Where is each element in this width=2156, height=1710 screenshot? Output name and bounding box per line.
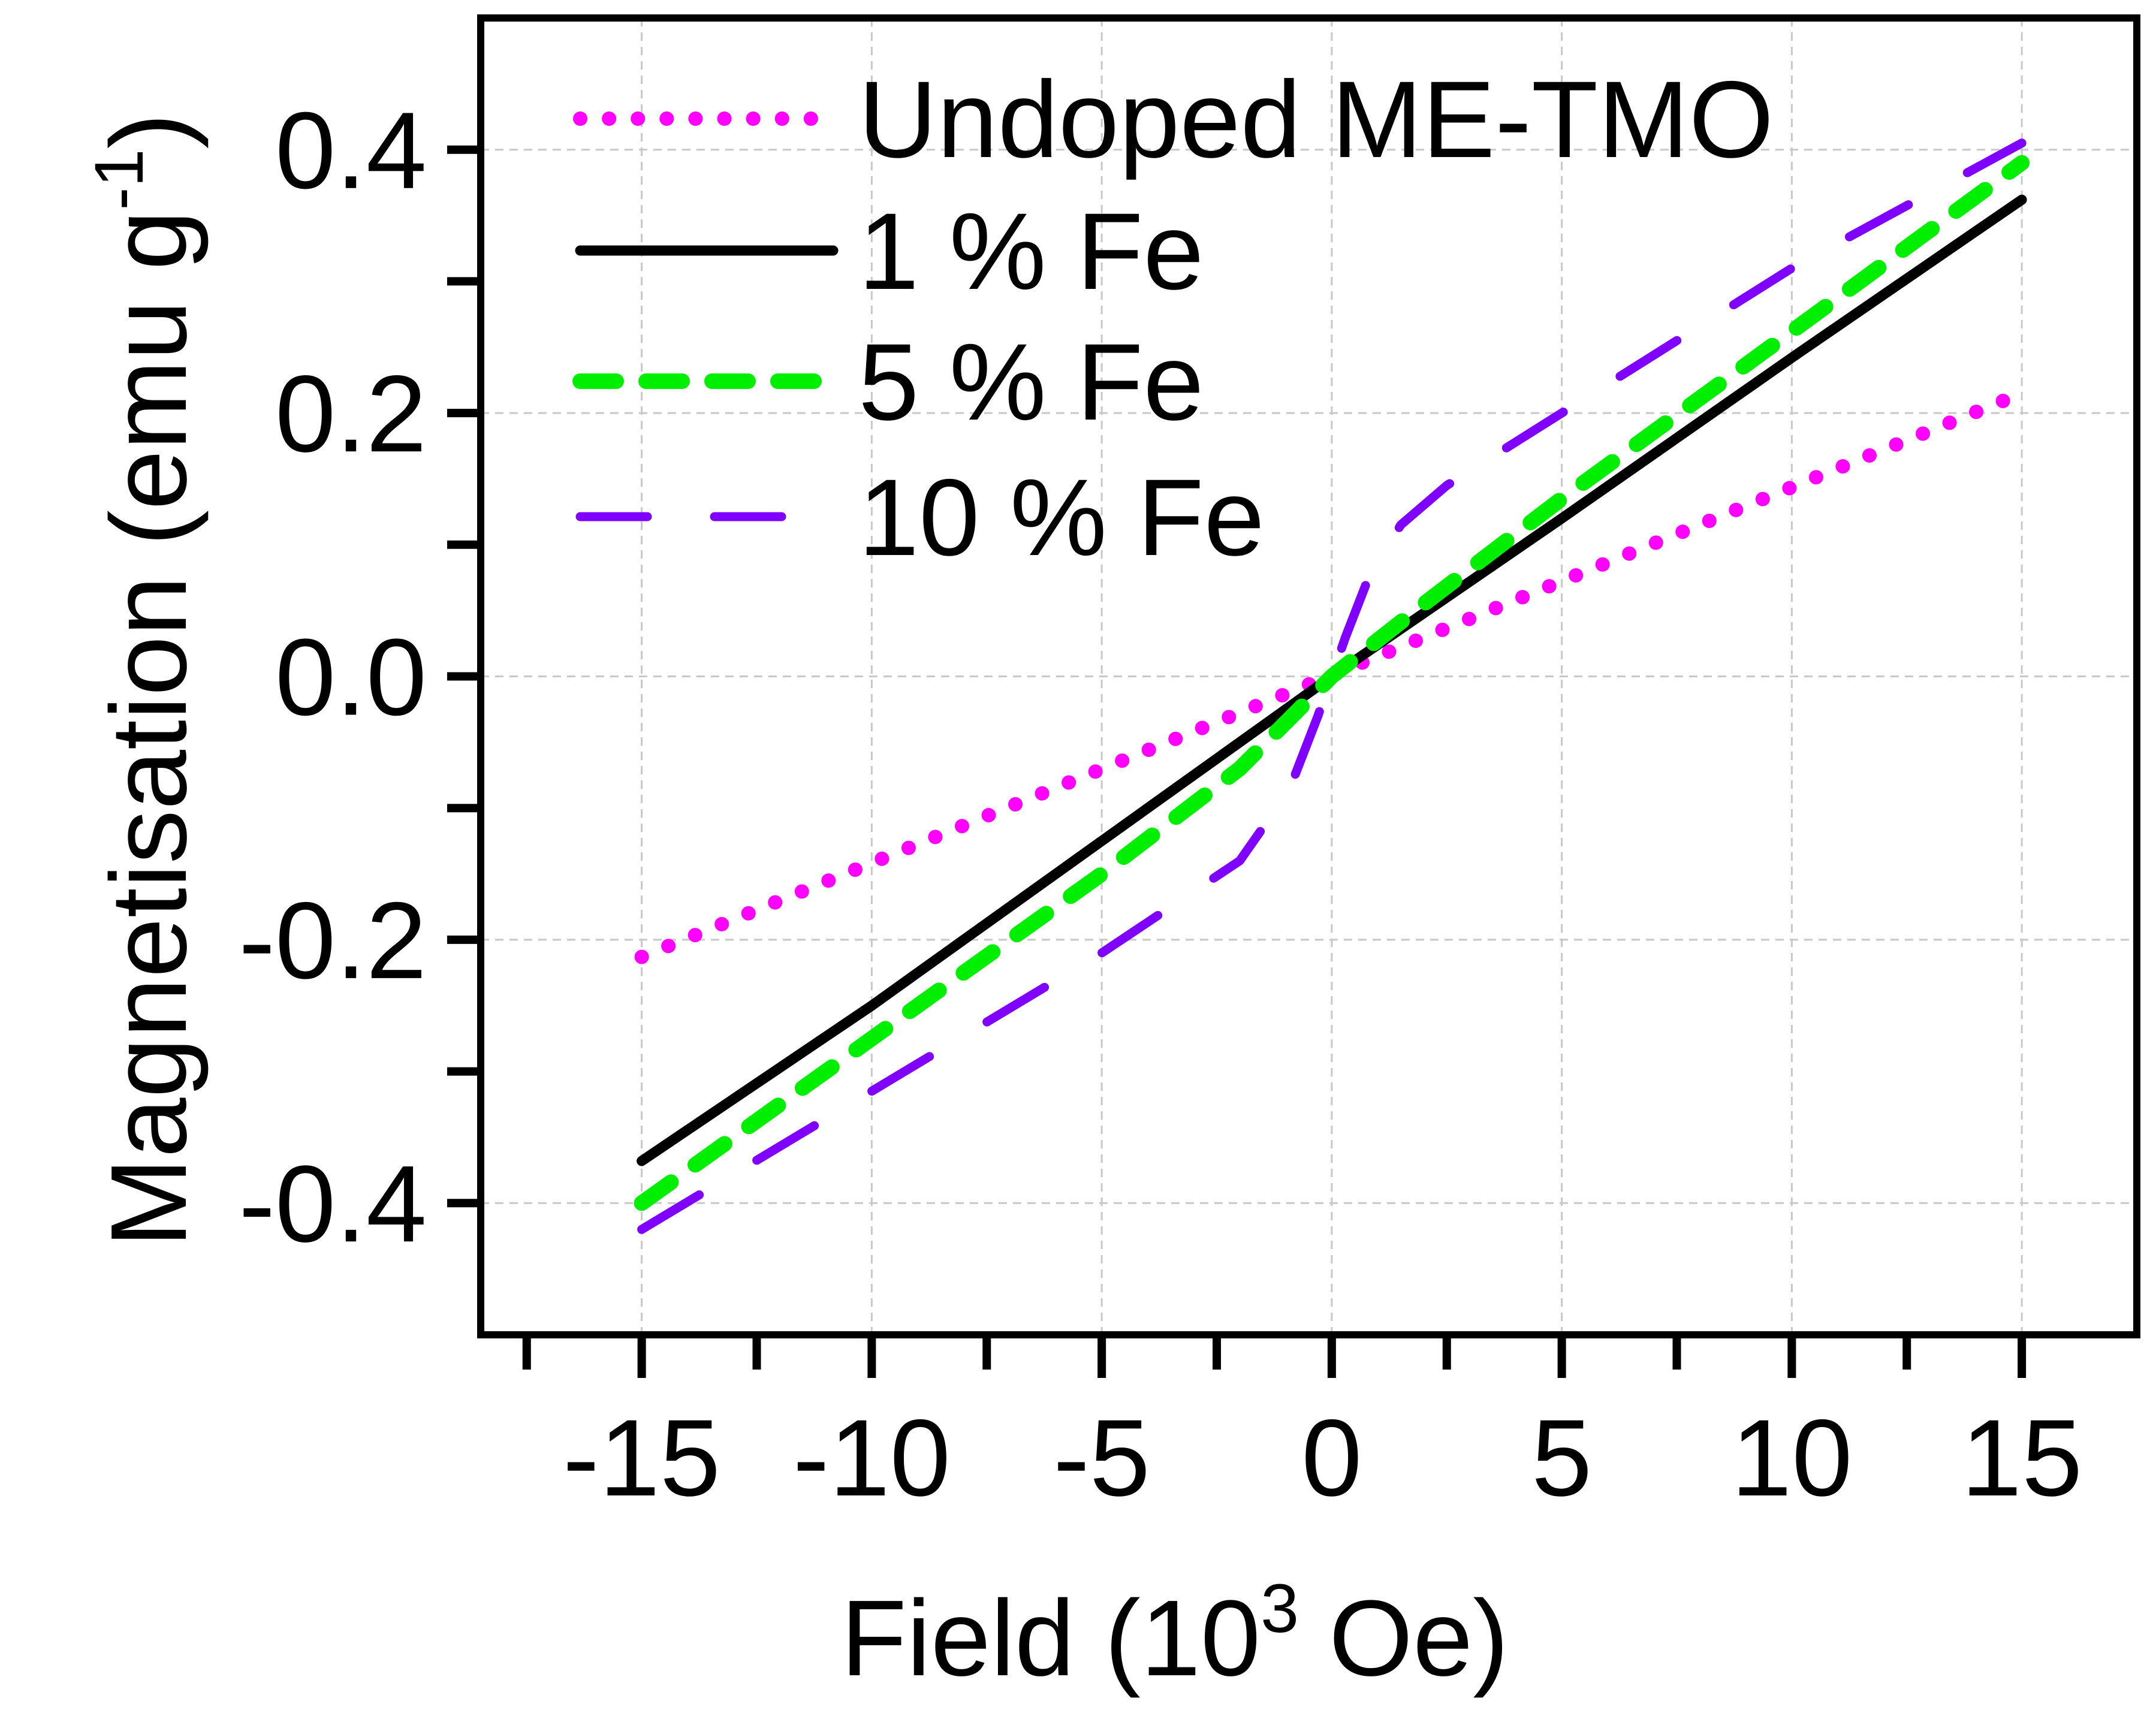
y-axis-label: Magnetisation (emu g-1) bbox=[81, 113, 209, 1247]
x-tick-label: 15 bbox=[1961, 1397, 2082, 1519]
legend-label-undoped-me-tmo: Undoped ME-TMO bbox=[858, 58, 1774, 180]
y-tick-label: -0.4 bbox=[239, 1142, 427, 1265]
x-tick-label: 0 bbox=[1301, 1397, 1362, 1519]
y-tick-label: 0.2 bbox=[275, 352, 427, 475]
grid-lines bbox=[481, 18, 2137, 1335]
series-line-5-fe bbox=[634, 155, 2030, 1211]
x-axis-label-superscript: 3 bbox=[1261, 1570, 1299, 1647]
legend-label-10-fe: 10 % Fe bbox=[858, 456, 1265, 578]
x-tick-label: 10 bbox=[1731, 1397, 1852, 1519]
axis-ticks bbox=[447, 145, 2027, 1378]
x-tick-label: -5 bbox=[1053, 1397, 1150, 1519]
x-axis-label: Field (103 Oe) bbox=[841, 1570, 1509, 1699]
x-axis-label-end: Oe) bbox=[1299, 1578, 1509, 1699]
y-axis-label-superscript: -1 bbox=[81, 149, 158, 210]
data-series bbox=[634, 138, 2030, 1234]
y-axis-label-end: ) bbox=[89, 113, 209, 149]
x-tick-label: -15 bbox=[563, 1397, 720, 1519]
y-tick-label: -0.2 bbox=[239, 879, 427, 1002]
y-axis-label-main: Magnetisation (emu g bbox=[89, 210, 209, 1248]
legend-label-1-fe: 1 % Fe bbox=[858, 190, 1204, 312]
legend-label-5-fe: 5 % Fe bbox=[858, 321, 1204, 443]
y-tick-label: 0.4 bbox=[275, 89, 427, 212]
x-axis-label-main: Field (10 bbox=[841, 1578, 1261, 1699]
tick-labels: -15 -10 -5 0 5 10 15 -0.4 -0.2 0.0 0.2 0.4 bbox=[239, 89, 2082, 1519]
y-tick-label: 0.0 bbox=[275, 616, 427, 738]
series-line-10-fe bbox=[637, 138, 2027, 1234]
x-tick-label: -10 bbox=[793, 1397, 951, 1519]
x-tick-label: 5 bbox=[1531, 1397, 1592, 1519]
